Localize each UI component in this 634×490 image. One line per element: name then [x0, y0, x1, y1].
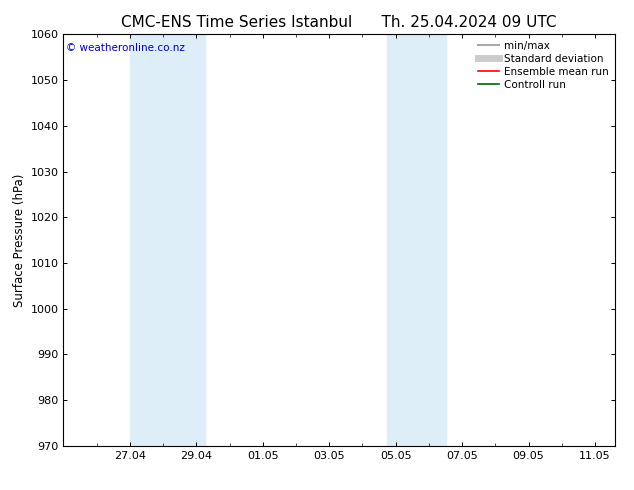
Y-axis label: Surface Pressure (hPa): Surface Pressure (hPa): [13, 173, 26, 307]
Title: CMC-ENS Time Series Istanbul      Th. 25.04.2024 09 UTC: CMC-ENS Time Series Istanbul Th. 25.04.2…: [122, 15, 557, 30]
Legend: min/max, Standard deviation, Ensemble mean run, Controll run: min/max, Standard deviation, Ensemble me…: [474, 36, 613, 94]
Bar: [130, 34, 205, 446]
Bar: [387, 34, 446, 446]
Text: © weatheronline.co.nz: © weatheronline.co.nz: [66, 43, 185, 52]
